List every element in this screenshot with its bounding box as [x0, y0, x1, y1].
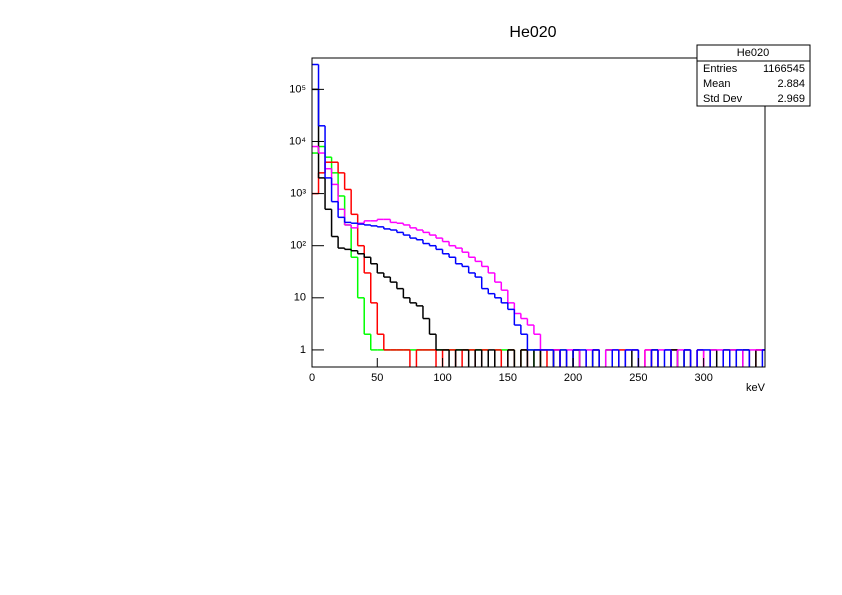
- x-tick-label: 50: [371, 372, 383, 384]
- y-tick-label: 1: [300, 344, 306, 356]
- y-tick-label: 10⁴: [289, 135, 306, 147]
- x-tick-label: 250: [629, 372, 647, 384]
- stats-label: Entries: [703, 63, 738, 75]
- stats-box: He020: [696, 44, 811, 107]
- x-tick-label: 300: [694, 372, 712, 384]
- x-tick-label: 100: [433, 372, 451, 384]
- stats-frame: [696, 44, 811, 107]
- stats-label: Mean: [703, 78, 731, 90]
- y-tick-label: 10⁵: [289, 83, 306, 95]
- stats-title: He020: [737, 47, 769, 59]
- y-tick-label: 10³: [290, 187, 306, 199]
- stats-value: 2.884: [777, 78, 805, 90]
- chart-title: He020: [509, 24, 556, 41]
- stats-value: 2.969: [777, 93, 805, 105]
- plot-area: [312, 63, 765, 367]
- x-tick-label: 0: [309, 372, 315, 384]
- y-tick-label: 10: [294, 292, 306, 304]
- x-tick-label: 150: [499, 372, 517, 384]
- x-tick-label: 200: [564, 372, 582, 384]
- x-axis-label: keV: [746, 382, 766, 394]
- y-tick-label: 10²: [290, 240, 306, 252]
- stats-value: 1166545: [763, 63, 805, 75]
- frame: [311, 57, 766, 368]
- stats-label: Std Dev: [703, 93, 743, 105]
